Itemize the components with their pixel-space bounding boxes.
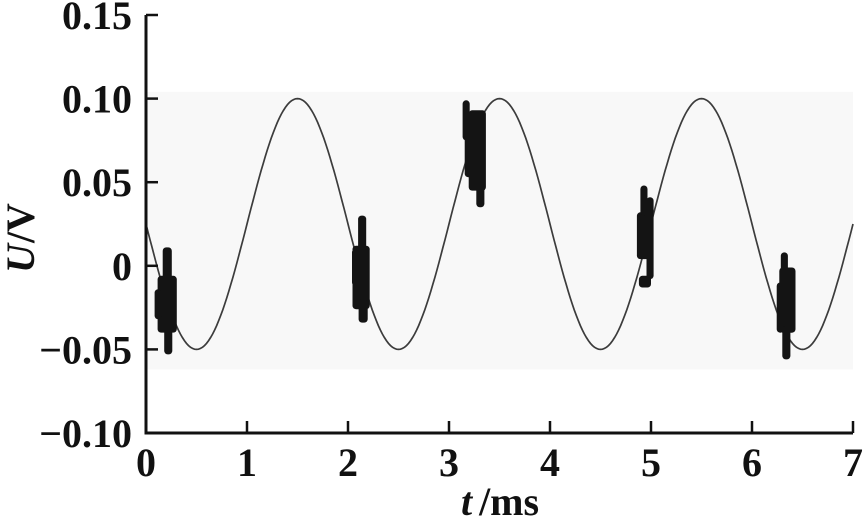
noise-burst-bar: [154, 289, 162, 320]
noise-burst-bar: [462, 100, 470, 141]
noise-burst-bar: [162, 247, 172, 283]
x-axis-label: t/ms: [461, 482, 539, 521]
noise-burst-bar: [358, 299, 368, 323]
noise-burst-bar: [638, 275, 651, 288]
y-axis-label: U/V: [0, 203, 43, 273]
x-tick-label: 4: [540, 440, 560, 485]
noise-burst-bar: [780, 252, 788, 286]
x-tick-label: 3: [439, 440, 459, 485]
x-tick-label: 6: [742, 440, 762, 485]
x-axis-quantity: t: [460, 479, 473, 521]
noise-burst-bar: [464, 130, 472, 178]
y-tick-label: 0.05: [62, 160, 132, 205]
sine-curve: [145, 97, 854, 351]
noise-burst-bar: [776, 282, 784, 333]
x-tick-label: 5: [641, 440, 661, 485]
noise-burst-bar: [358, 215, 367, 258]
y-tick-label: −0.10: [39, 411, 132, 456]
x-tick-label: 7: [843, 440, 863, 485]
noise-burst-bar: [782, 326, 791, 360]
y-tick-label: 0.15: [62, 0, 132, 38]
noise-burst-bar: [157, 275, 177, 333]
y-tick-label: −0.05: [39, 327, 132, 372]
plot-background-band: [147, 91, 853, 370]
noise-burst-bar: [164, 326, 173, 355]
x-tick-label: 0: [136, 440, 156, 485]
noise-burst-bar: [468, 110, 486, 191]
noise-burst-bar: [352, 249, 359, 286]
y-tick-label: 0: [112, 244, 132, 289]
y-axis-unit: /V: [0, 203, 43, 244]
noise-burst-bar: [476, 178, 485, 208]
noise-burst-bar: [640, 185, 648, 216]
y-axis-quantity: U: [0, 244, 43, 273]
noise-burst-bar: [646, 197, 654, 280]
y-tick-label: 0.10: [62, 77, 132, 122]
x-axis-unit: /ms: [479, 479, 540, 521]
x-tick-label: 1: [237, 440, 257, 485]
x-tick-label: 2: [338, 440, 358, 485]
